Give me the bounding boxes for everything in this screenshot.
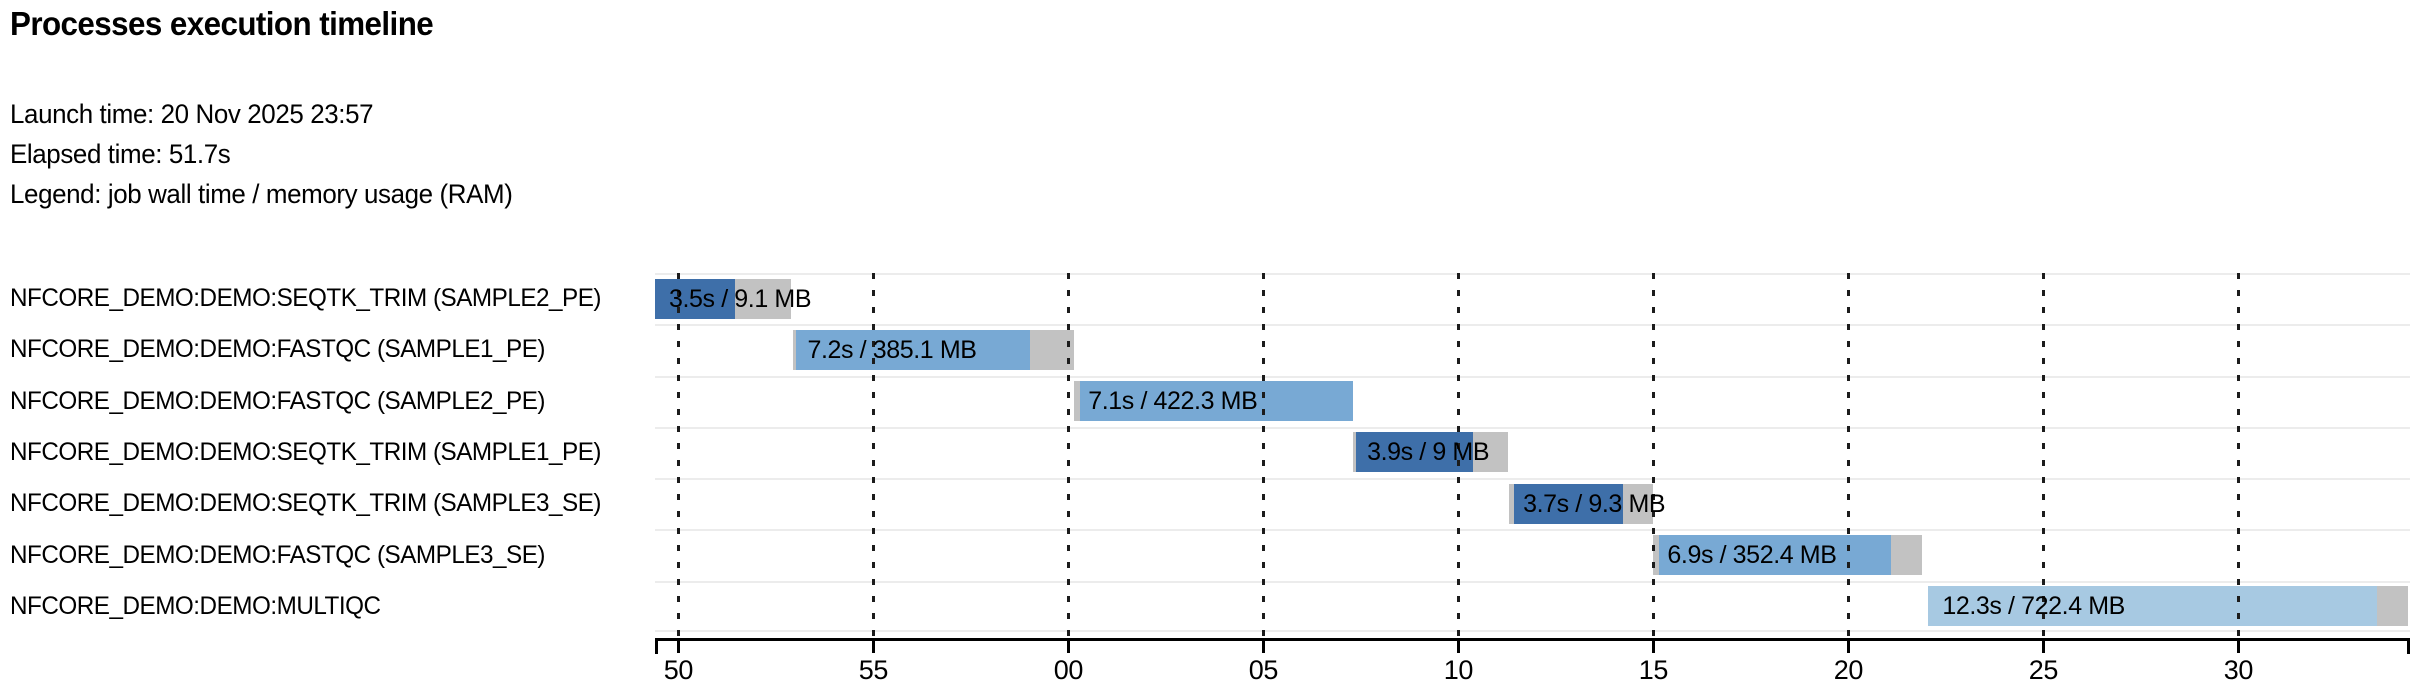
timeline-row: NFCORE_DEMO:DEMO:SEQTK_TRIM (SAMPLE2_PE)… <box>0 273 2432 324</box>
axis-end-cap-right <box>2407 638 2410 654</box>
axis-tick-mark <box>1456 638 1460 653</box>
row-separator-line <box>655 324 2410 327</box>
x-axis-line <box>655 638 2410 641</box>
timeline-x-axis: 50 55 00 05 10 15 20 25 30 <box>655 638 2410 698</box>
process-label: NFCORE_DEMO:DEMO:FASTQC (SAMPLE1_PE) <box>10 335 546 364</box>
task-bar-label: 12.3s / 722.4 MB <box>1942 592 2125 621</box>
task-overhead-segment <box>1653 534 1660 575</box>
axis-tick-label: 10 <box>1443 655 1474 685</box>
row-separator-line <box>655 580 2410 583</box>
axis-tick-mark <box>2041 638 2045 653</box>
timeline-row: NFCORE_DEMO:DEMO:MULTIQC 12.3s / 722.4 MB <box>0 580 2432 632</box>
task-overhead-segment <box>734 278 792 319</box>
task-run-segment <box>1080 381 1354 422</box>
launch-time-line: Launch time: 20 Nov 2025 23:57 <box>10 99 374 129</box>
axis-tick-label: 05 <box>1248 655 1279 685</box>
task-bar-track: 3.9s / 9 MB <box>655 427 2410 478</box>
legend-line: Legend: job wall time / memory usage (RA… <box>10 179 513 209</box>
report-meta: Launch time: 20 Nov 2025 23:57 Elapsed t… <box>10 94 513 214</box>
task-run-segment <box>1513 483 1623 524</box>
task-run-segment <box>1928 586 2377 627</box>
task-bar-track: 6.9s / 352.4 MB <box>655 529 2410 580</box>
row-separator-line <box>655 529 2410 532</box>
page-title: Processes execution timeline <box>10 5 434 42</box>
axis-tick-mark <box>676 638 680 653</box>
axis-tick-label: 00 <box>1053 655 1084 685</box>
row-separator-line <box>655 629 2410 632</box>
timeline-row: NFCORE_DEMO:DEMO:SEQTK_TRIM (SAMPLE3_SE)… <box>0 478 2432 529</box>
task-run-segment <box>1659 534 1891 575</box>
task-run-segment <box>795 329 1030 370</box>
axis-tick-label: 25 <box>2028 655 2059 685</box>
task-overhead-segment <box>1890 534 1923 575</box>
process-label: NFCORE_DEMO:DEMO:SEQTK_TRIM (SAMPLE2_PE) <box>10 284 602 313</box>
axis-tick-label: 50 <box>663 655 694 685</box>
timeline-chart-rows: NFCORE_DEMO:DEMO:SEQTK_TRIM (SAMPLE2_PE)… <box>0 273 2432 632</box>
task-bar-track: 3.5s / 9.1 MB <box>655 273 2410 324</box>
task-bar-track: 7.1s / 422.3 MB <box>655 376 2410 427</box>
process-label: NFCORE_DEMO:DEMO:FASTQC (SAMPLE3_SE) <box>10 540 546 569</box>
task-overhead-segment <box>1509 483 1514 524</box>
row-separator-line <box>655 478 2410 481</box>
timeline-row: NFCORE_DEMO:DEMO:FASTQC (SAMPLE2_PE) 7.1s… <box>0 375 2432 427</box>
row-separator-line <box>655 426 2410 429</box>
task-bar-label: 7.1s / 422.3 MB <box>1088 387 1258 416</box>
row-separator-line <box>655 375 2410 378</box>
task-run-segment <box>1356 432 1474 473</box>
task-bar-track: 12.3s / 722.4 MB <box>655 581 2410 632</box>
task-overhead-segment <box>2376 586 2409 627</box>
task-bar-label: 6.9s / 352.4 MB <box>1667 540 1837 569</box>
task-bar-label: 3.5s / 9.1 MB <box>669 284 812 313</box>
row-separator-line <box>655 273 2410 275</box>
axis-tick-mark <box>1261 638 1265 653</box>
task-bar-label: 3.9s / 9 MB <box>1367 438 1490 467</box>
process-label: NFCORE_DEMO:DEMO:MULTIQC <box>10 591 381 620</box>
task-bar-label: 3.7s / 9.3 MB <box>1523 489 1666 518</box>
task-run-segment <box>655 278 735 319</box>
task-overhead-segment <box>1074 381 1081 422</box>
axis-tick-mark <box>1651 638 1655 653</box>
axis-tick-label: 55 <box>858 655 889 685</box>
axis-tick-mark <box>871 638 875 653</box>
axis-tick-mark <box>1066 638 1070 653</box>
task-bar-track: 7.2s / 385.1 MB <box>655 324 2410 375</box>
task-overhead-segment <box>1622 483 1654 524</box>
axis-tick-label: 30 <box>2223 655 2254 685</box>
task-overhead-segment <box>1353 432 1357 473</box>
task-bar-track: 3.7s / 9.3 MB <box>655 478 2410 529</box>
timeline-row: NFCORE_DEMO:DEMO:FASTQC (SAMPLE1_PE) 7.2s… <box>0 324 2432 375</box>
process-label: NFCORE_DEMO:DEMO:FASTQC (SAMPLE2_PE) <box>10 386 546 415</box>
task-overhead-segment <box>793 329 796 370</box>
timeline-row: NFCORE_DEMO:DEMO:FASTQC (SAMPLE3_SE) 6.9s… <box>0 529 2432 580</box>
task-overhead-segment <box>1029 329 1075 370</box>
axis-end-cap-left <box>655 638 658 654</box>
axis-tick-label: 15 <box>1638 655 1669 685</box>
task-bar-label: 7.2s / 385.1 MB <box>807 335 977 364</box>
process-label: NFCORE_DEMO:DEMO:SEQTK_TRIM (SAMPLE1_PE) <box>10 437 602 466</box>
task-overhead-segment <box>1473 432 1509 473</box>
axis-tick-label: 20 <box>1833 655 1864 685</box>
axis-tick-mark <box>2236 638 2240 653</box>
axis-tick-mark <box>1846 638 1850 653</box>
elapsed-time-line: Elapsed time: 51.7s <box>10 139 231 169</box>
process-label: NFCORE_DEMO:DEMO:SEQTK_TRIM (SAMPLE3_SE) <box>10 489 602 518</box>
timeline-row: NFCORE_DEMO:DEMO:SEQTK_TRIM (SAMPLE1_PE)… <box>0 426 2432 478</box>
